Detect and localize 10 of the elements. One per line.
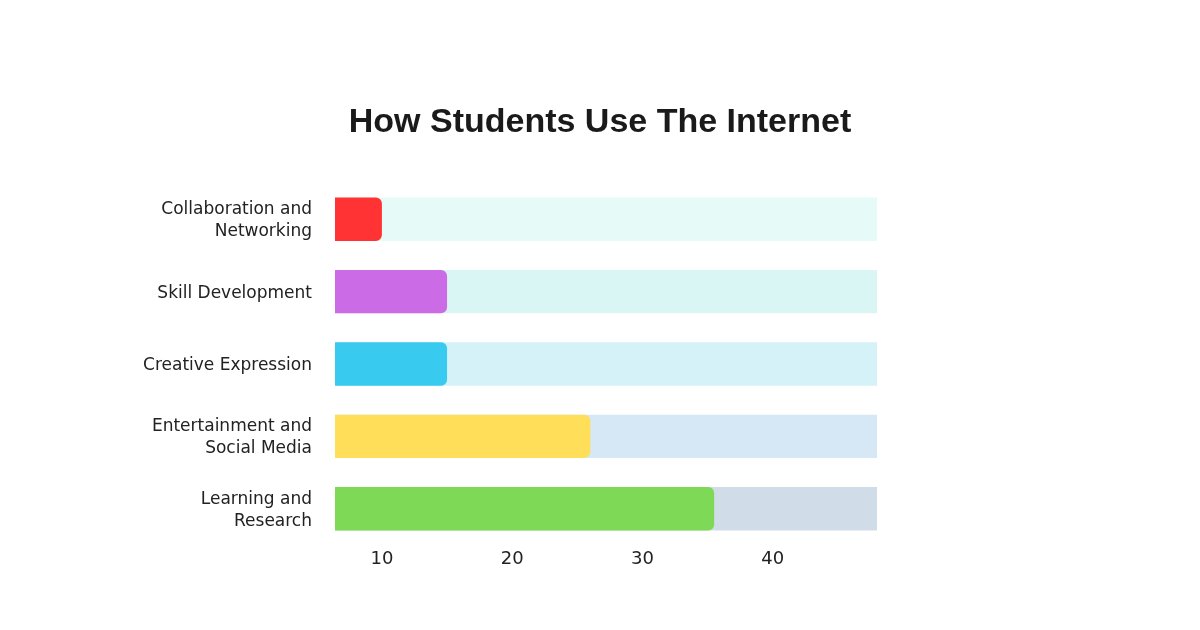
- x-tick-label: 40: [761, 547, 785, 568]
- y-tick-label: Entertainment and Social Media: [151, 415, 312, 458]
- x-tick-label: 20: [500, 547, 524, 568]
- x-tick-label: 10: [370, 547, 394, 568]
- y-tick-label: Collaboration and Networking: [161, 198, 312, 241]
- y-tick-label: Learning and Research: [200, 487, 312, 530]
- y-tick-label: Skill Development: [157, 281, 313, 302]
- y-tick-label: Creative Expression: [143, 353, 312, 374]
- chart-title: How Students Use The Internet: [348, 100, 852, 139]
- x-tick-label: 30: [631, 547, 654, 568]
